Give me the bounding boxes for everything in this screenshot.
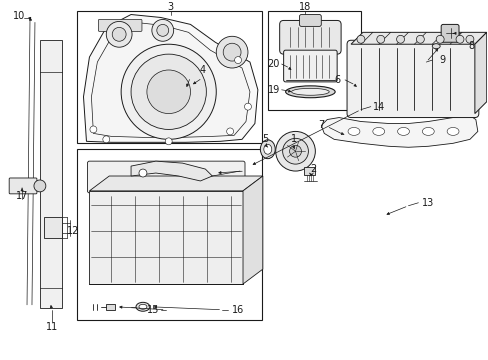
- Text: 1: 1: [290, 134, 296, 144]
- Circle shape: [131, 54, 206, 130]
- FancyBboxPatch shape: [346, 40, 478, 118]
- Polygon shape: [474, 32, 486, 114]
- Circle shape: [112, 27, 126, 41]
- Text: 16: 16: [231, 305, 244, 315]
- FancyBboxPatch shape: [283, 50, 336, 82]
- FancyBboxPatch shape: [87, 161, 244, 193]
- Circle shape: [226, 128, 233, 135]
- Ellipse shape: [446, 127, 458, 135]
- Text: 11: 11: [45, 321, 58, 332]
- FancyBboxPatch shape: [440, 24, 458, 42]
- Text: 7: 7: [318, 121, 324, 130]
- Ellipse shape: [372, 127, 384, 135]
- Circle shape: [465, 35, 473, 43]
- Text: 8: 8: [468, 41, 474, 51]
- Circle shape: [275, 131, 315, 171]
- FancyBboxPatch shape: [299, 14, 321, 26]
- Circle shape: [106, 22, 132, 47]
- Text: 17: 17: [16, 191, 28, 201]
- Ellipse shape: [347, 127, 359, 135]
- Text: 13: 13: [421, 198, 433, 208]
- Bar: [40, 40, 61, 308]
- Circle shape: [157, 24, 168, 36]
- Text: 15: 15: [146, 305, 159, 315]
- Text: 4: 4: [199, 65, 205, 75]
- Bar: [77, 10, 261, 143]
- Circle shape: [376, 35, 384, 43]
- Polygon shape: [350, 32, 486, 44]
- Text: 10: 10: [13, 12, 25, 22]
- Text: 6: 6: [333, 75, 340, 85]
- Polygon shape: [304, 167, 315, 175]
- Text: 20: 20: [267, 59, 279, 69]
- Bar: [44, 217, 61, 238]
- Text: 2: 2: [309, 164, 316, 174]
- Circle shape: [356, 35, 364, 43]
- FancyBboxPatch shape: [98, 19, 142, 31]
- Ellipse shape: [285, 86, 334, 98]
- Circle shape: [289, 145, 301, 157]
- Circle shape: [216, 36, 247, 68]
- Polygon shape: [131, 161, 212, 181]
- Bar: [77, 149, 261, 320]
- Text: 19: 19: [267, 85, 279, 95]
- Circle shape: [396, 35, 404, 43]
- Ellipse shape: [291, 88, 328, 95]
- Circle shape: [244, 103, 251, 110]
- Text: 5: 5: [262, 134, 268, 144]
- Circle shape: [152, 19, 173, 41]
- FancyBboxPatch shape: [279, 21, 341, 54]
- Text: 14: 14: [372, 102, 384, 112]
- Circle shape: [165, 138, 172, 145]
- Polygon shape: [321, 116, 477, 147]
- Circle shape: [146, 70, 190, 114]
- Polygon shape: [91, 22, 249, 138]
- Circle shape: [121, 44, 216, 139]
- Ellipse shape: [397, 127, 408, 135]
- Polygon shape: [83, 14, 257, 142]
- Circle shape: [223, 43, 241, 61]
- Ellipse shape: [136, 302, 149, 311]
- Circle shape: [139, 169, 146, 177]
- Polygon shape: [243, 176, 262, 284]
- Circle shape: [102, 136, 109, 143]
- Ellipse shape: [139, 304, 146, 309]
- Ellipse shape: [260, 140, 275, 159]
- Circle shape: [282, 138, 308, 164]
- Text: 9: 9: [438, 55, 444, 65]
- Circle shape: [34, 180, 46, 192]
- Circle shape: [416, 35, 424, 43]
- Circle shape: [435, 35, 443, 43]
- Circle shape: [455, 35, 463, 43]
- Ellipse shape: [431, 44, 439, 49]
- Circle shape: [90, 126, 97, 133]
- Text: 3: 3: [167, 1, 173, 12]
- Ellipse shape: [264, 144, 271, 154]
- Circle shape: [234, 57, 241, 64]
- Text: 18: 18: [299, 1, 311, 12]
- Ellipse shape: [422, 127, 433, 135]
- Text: 12: 12: [67, 225, 80, 235]
- FancyBboxPatch shape: [9, 178, 37, 194]
- Polygon shape: [89, 176, 262, 191]
- Polygon shape: [89, 191, 243, 284]
- Bar: [267, 10, 360, 110]
- Polygon shape: [106, 304, 115, 310]
